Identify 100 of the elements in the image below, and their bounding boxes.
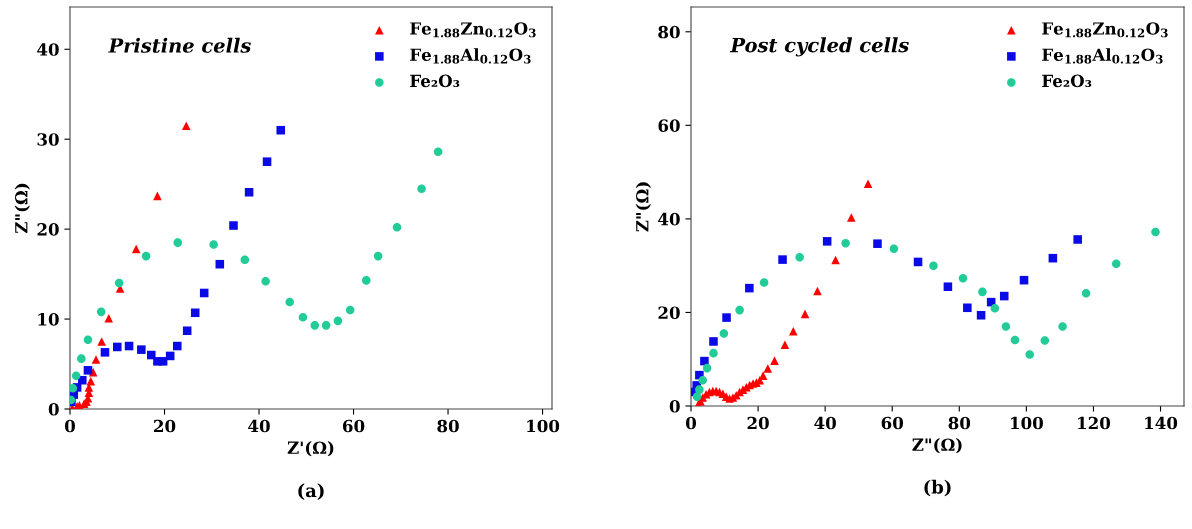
legend-label: Fe$_{1.88}$Al$_{0.12}$O$_{3}$ [1042, 48, 1163, 64]
point [86, 376, 96, 386]
point [131, 244, 141, 254]
point [417, 184, 426, 193]
point [392, 223, 402, 232]
y-tick-label: 80 [658, 25, 680, 39]
point [813, 286, 822, 296]
x-tick-label: 100 [527, 419, 560, 433]
point [722, 313, 731, 322]
point [976, 310, 986, 320]
legend-label: Fe$_{1.88}$Al$_{0.12}$O$_{3}$ [410, 48, 531, 64]
point [433, 147, 443, 157]
point [698, 375, 708, 385]
point [943, 282, 953, 291]
point [759, 278, 769, 287]
point [240, 255, 250, 264]
point [702, 363, 712, 373]
x-tick-label: 40 [814, 416, 836, 430]
y-tick-label: 60 [658, 119, 680, 132]
point [373, 251, 383, 261]
point [333, 316, 343, 326]
y-tick-label: 40 [658, 212, 680, 226]
y-axis-title: Z"(Ω) [14, 183, 30, 234]
y-tick-label: 0 [669, 399, 680, 413]
x-tick-label: 80 [437, 419, 459, 433]
point [153, 357, 162, 366]
point [104, 313, 114, 323]
x-tick-label: 40 [248, 419, 270, 433]
point [841, 238, 850, 248]
point [137, 345, 146, 354]
point [71, 371, 81, 381]
point [700, 356, 709, 366]
legend-label: Fe$_{1.88}$Zn$_{0.12}$O$_{3}$ [1042, 22, 1168, 38]
point [100, 348, 110, 357]
x-tick-label: 100 [1011, 416, 1043, 430]
point [97, 337, 106, 346]
text: (b) [924, 479, 951, 497]
point [182, 326, 192, 336]
point [1001, 322, 1011, 331]
point [847, 213, 856, 222]
x-tick-label: 60 [881, 416, 904, 430]
point [91, 355, 101, 364]
point [114, 278, 124, 288]
x-tick-label: 120 [1078, 416, 1111, 430]
point [147, 350, 156, 360]
point [141, 251, 151, 261]
point [1151, 227, 1160, 237]
legend-label: Fe₂O₃ [410, 74, 460, 88]
point [692, 392, 702, 401]
point [873, 239, 882, 248]
point [789, 326, 798, 336]
point [321, 321, 331, 330]
point [770, 356, 779, 365]
point [298, 312, 308, 322]
point [77, 354, 86, 363]
point [822, 237, 832, 246]
point [70, 384, 78, 393]
point [362, 276, 371, 285]
point [929, 261, 938, 270]
point [285, 297, 295, 307]
point [262, 157, 272, 166]
point [1081, 288, 1091, 298]
legend-label: Fe$_{1.88}$Zn$_{0.12}$O$_{3}$ [410, 22, 536, 38]
y-tick-label: 20 [658, 306, 680, 320]
x-axis-title: Z"(Ω) [912, 438, 962, 454]
annotation: Post cycled cells [729, 37, 909, 57]
y-tick-label: 10 [38, 313, 59, 326]
text: (a) [298, 483, 324, 500]
point [153, 191, 162, 201]
point [719, 329, 729, 338]
point [1025, 350, 1035, 359]
y-tick-label: 30 [37, 133, 59, 146]
x-tick-label: 140 [1145, 416, 1178, 430]
point [173, 238, 183, 247]
point [1040, 336, 1050, 345]
point [780, 340, 790, 349]
point [112, 342, 122, 352]
point [978, 287, 987, 297]
point [345, 305, 355, 315]
point [763, 364, 773, 373]
y-axis-title: Z"(Ω) [635, 182, 651, 232]
point [1058, 322, 1067, 331]
point [261, 277, 270, 286]
x-axis-title: Z'(Ω) [287, 441, 334, 457]
point [863, 179, 873, 189]
point [181, 121, 191, 130]
point [795, 252, 804, 262]
point [709, 337, 718, 346]
point [1111, 259, 1121, 269]
x-tick-label: 0 [685, 416, 697, 430]
x-tick-label: 0 [64, 419, 76, 433]
point [83, 335, 93, 345]
x-tick-label: 80 [948, 416, 971, 430]
point [735, 305, 744, 315]
point [958, 274, 968, 283]
point [172, 341, 182, 351]
point [244, 187, 254, 197]
y-tick-label: 0 [48, 402, 59, 416]
point [229, 221, 238, 230]
point [1010, 335, 1020, 345]
